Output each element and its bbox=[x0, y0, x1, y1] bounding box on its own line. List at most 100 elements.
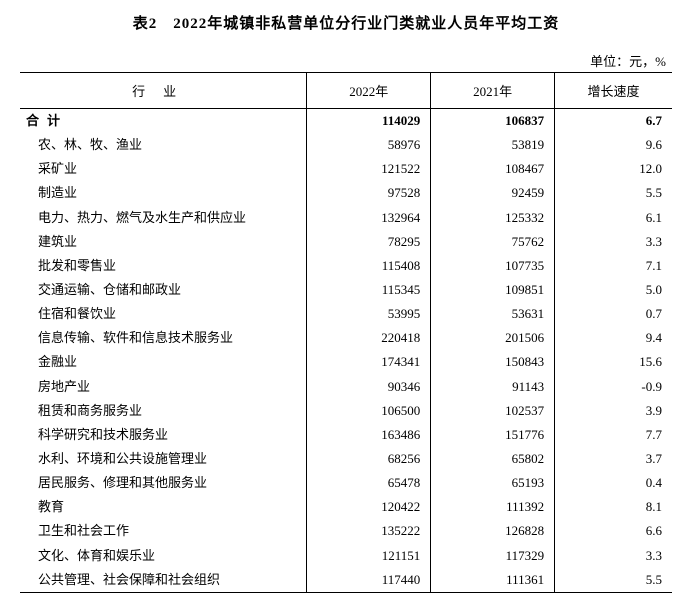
row-label: 建筑业 bbox=[20, 230, 307, 254]
row-2022: 97528 bbox=[307, 181, 431, 205]
total-2022: 114029 bbox=[307, 109, 431, 134]
row-label: 教育 bbox=[20, 495, 307, 519]
row-2022: 90346 bbox=[307, 375, 431, 399]
row-2021: 53819 bbox=[431, 133, 555, 157]
wage-table: 行业 2022年 2021年 增长速度 合计 114029 106837 6.7… bbox=[20, 72, 672, 593]
row-growth: 5.0 bbox=[555, 278, 672, 302]
row-2021: 111392 bbox=[431, 495, 555, 519]
row-growth: 12.0 bbox=[555, 157, 672, 181]
row-growth: 0.4 bbox=[555, 471, 672, 495]
total-label: 合计 bbox=[20, 109, 307, 134]
row-2022: 65478 bbox=[307, 471, 431, 495]
row-growth: 9.4 bbox=[555, 326, 672, 350]
row-2022: 68256 bbox=[307, 447, 431, 471]
total-row: 合计 114029 106837 6.7 bbox=[20, 109, 672, 134]
row-2022: 220418 bbox=[307, 326, 431, 350]
table-row: 批发和零售业1154081077357.1 bbox=[20, 254, 672, 278]
row-2021: 109851 bbox=[431, 278, 555, 302]
table-row: 电力、热力、燃气及水生产和供应业1329641253326.1 bbox=[20, 206, 672, 230]
row-growth: 15.6 bbox=[555, 350, 672, 374]
row-growth: 6.1 bbox=[555, 206, 672, 230]
row-2021: 102537 bbox=[431, 399, 555, 423]
row-2022: 58976 bbox=[307, 133, 431, 157]
row-label: 文化、体育和娱乐业 bbox=[20, 544, 307, 568]
row-label: 农、林、牧、渔业 bbox=[20, 133, 307, 157]
row-label: 水利、环境和公共设施管理业 bbox=[20, 447, 307, 471]
row-growth: 5.5 bbox=[555, 568, 672, 593]
table-row: 交通运输、仓储和邮政业1153451098515.0 bbox=[20, 278, 672, 302]
table-row: 科学研究和技术服务业1634861517767.7 bbox=[20, 423, 672, 447]
row-label: 金融业 bbox=[20, 350, 307, 374]
row-2022: 117440 bbox=[307, 568, 431, 593]
row-growth: 0.7 bbox=[555, 302, 672, 326]
table-row: 教育1204221113928.1 bbox=[20, 495, 672, 519]
row-2022: 78295 bbox=[307, 230, 431, 254]
row-label: 卫生和社会工作 bbox=[20, 519, 307, 543]
row-growth: 7.1 bbox=[555, 254, 672, 278]
row-2022: 115345 bbox=[307, 278, 431, 302]
row-growth: 9.6 bbox=[555, 133, 672, 157]
table-row: 居民服务、修理和其他服务业65478651930.4 bbox=[20, 471, 672, 495]
table-row: 信息传输、软件和信息技术服务业2204182015069.4 bbox=[20, 326, 672, 350]
row-growth: 3.9 bbox=[555, 399, 672, 423]
table-row: 文化、体育和娱乐业1211511173293.3 bbox=[20, 544, 672, 568]
row-2021: 150843 bbox=[431, 350, 555, 374]
row-label: 公共管理、社会保障和社会组织 bbox=[20, 568, 307, 593]
row-growth: -0.9 bbox=[555, 375, 672, 399]
table-row: 建筑业78295757623.3 bbox=[20, 230, 672, 254]
row-2021: 108467 bbox=[431, 157, 555, 181]
row-label: 交通运输、仓储和邮政业 bbox=[20, 278, 307, 302]
row-2022: 135222 bbox=[307, 519, 431, 543]
total-2021: 106837 bbox=[431, 109, 555, 134]
row-growth: 7.7 bbox=[555, 423, 672, 447]
row-label: 居民服务、修理和其他服务业 bbox=[20, 471, 307, 495]
row-2021: 125332 bbox=[431, 206, 555, 230]
row-label: 租赁和商务服务业 bbox=[20, 399, 307, 423]
row-label: 房地产业 bbox=[20, 375, 307, 399]
row-2021: 201506 bbox=[431, 326, 555, 350]
unit-label: 单位：元，% bbox=[20, 51, 672, 70]
row-2021: 53631 bbox=[431, 302, 555, 326]
row-2022: 120422 bbox=[307, 495, 431, 519]
row-label: 信息传输、软件和信息技术服务业 bbox=[20, 326, 307, 350]
col-header-industry: 行业 bbox=[20, 73, 307, 109]
row-label: 电力、热力、燃气及水生产和供应业 bbox=[20, 206, 307, 230]
row-2022: 53995 bbox=[307, 302, 431, 326]
row-2021: 75762 bbox=[431, 230, 555, 254]
row-2022: 163486 bbox=[307, 423, 431, 447]
row-2022: 106500 bbox=[307, 399, 431, 423]
row-2021: 91143 bbox=[431, 375, 555, 399]
row-growth: 6.6 bbox=[555, 519, 672, 543]
table-row: 水利、环境和公共设施管理业68256658023.7 bbox=[20, 447, 672, 471]
row-2021: 126828 bbox=[431, 519, 555, 543]
table-row: 住宿和餐饮业53995536310.7 bbox=[20, 302, 672, 326]
row-2021: 151776 bbox=[431, 423, 555, 447]
row-label: 制造业 bbox=[20, 181, 307, 205]
table-row: 卫生和社会工作1352221268286.6 bbox=[20, 519, 672, 543]
table-row: 金融业17434115084315.6 bbox=[20, 350, 672, 374]
table-row: 公共管理、社会保障和社会组织1174401113615.5 bbox=[20, 568, 672, 593]
table-row: 农、林、牧、渔业58976538199.6 bbox=[20, 133, 672, 157]
wage-table-page: 表2 2022年城镇非私营单位分行业门类就业人员年平均工资 单位：元，% 行业 … bbox=[0, 0, 692, 613]
row-2021: 111361 bbox=[431, 568, 555, 593]
row-label: 科学研究和技术服务业 bbox=[20, 423, 307, 447]
col-header-2022: 2022年 bbox=[307, 73, 431, 109]
header-row: 行业 2022年 2021年 增长速度 bbox=[20, 73, 672, 109]
row-2021: 65802 bbox=[431, 447, 555, 471]
table-row: 制造业97528924595.5 bbox=[20, 181, 672, 205]
table-row: 房地产业9034691143-0.9 bbox=[20, 375, 672, 399]
row-growth: 8.1 bbox=[555, 495, 672, 519]
row-label: 住宿和餐饮业 bbox=[20, 302, 307, 326]
row-2022: 121522 bbox=[307, 157, 431, 181]
row-growth: 3.3 bbox=[555, 230, 672, 254]
row-2021: 65193 bbox=[431, 471, 555, 495]
total-growth: 6.7 bbox=[555, 109, 672, 134]
row-2022: 132964 bbox=[307, 206, 431, 230]
row-2021: 107735 bbox=[431, 254, 555, 278]
row-2022: 115408 bbox=[307, 254, 431, 278]
table-row: 租赁和商务服务业1065001025373.9 bbox=[20, 399, 672, 423]
row-growth: 5.5 bbox=[555, 181, 672, 205]
row-2021: 92459 bbox=[431, 181, 555, 205]
row-2022: 121151 bbox=[307, 544, 431, 568]
row-growth: 3.7 bbox=[555, 447, 672, 471]
